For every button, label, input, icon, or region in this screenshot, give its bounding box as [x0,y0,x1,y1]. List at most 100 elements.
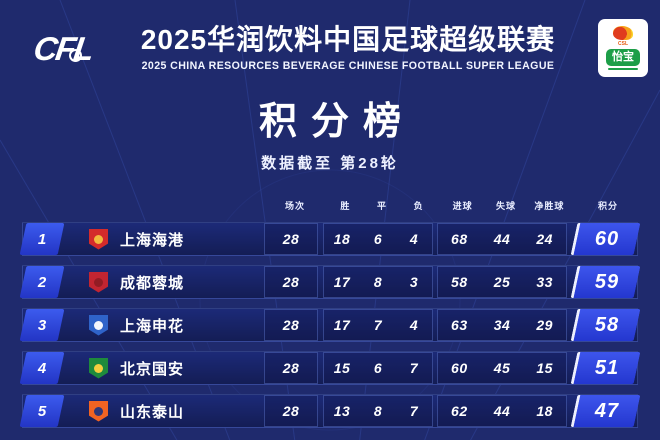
goals-for-value: 58 [451,274,468,290]
team-crest-core [94,320,103,330]
points-badge: 58 [570,309,641,341]
table-row: 4 北京国安 28 15 6 7 60 45 15 51 [19,351,641,385]
cfl-logo-text: CFL [31,29,96,67]
goals-against-value: 34 [493,317,511,333]
draw-value: 6 [373,231,383,247]
goals-for-value: 63 [451,317,468,333]
draw-value: 8 [373,274,383,290]
win-value: 17 [333,317,351,333]
played-cell: 28 [264,223,318,255]
team-crest-icon [89,271,108,293]
table-row: 2 成都蓉城 28 17 8 3 58 25 33 59 [19,265,641,299]
table-row: 1 上海海港 28 18 6 4 68 44 24 60 [19,222,641,256]
team-crest-core [94,406,103,416]
goals-for-value: 60 [451,360,468,376]
played-cell: 28 [264,266,318,298]
team-crest-core [94,234,103,244]
sponsor-logo: CSL 怡宝 [598,19,648,77]
csl-abbr-text: CSL [618,41,628,47]
rank-badge: 5 [19,395,65,427]
header-titles: 2025华润饮料中国足球超级联赛 2025 CHINA RESOURCES BE… [102,24,598,72]
wdl-cell: 13 8 7 [323,395,433,427]
goal-diff-value: 33 [536,274,553,290]
wdl-cell: 15 6 7 [323,352,433,384]
draw-value: 8 [373,403,383,419]
league-title-en: 2025 CHINA RESOURCES BEVERAGE CHINESE FO… [141,60,555,72]
col-header-goals-for: 进球 [452,201,473,211]
rank-badge: 2 [19,266,65,298]
col-header-points: 积分 [597,201,618,211]
goals-cell: 58 25 33 [437,266,567,298]
football-icon [68,48,82,62]
played-value: 28 [282,403,300,419]
win-value: 18 [333,231,351,247]
sponsor-brand-name: 怡宝 [606,49,640,66]
played-value: 28 [282,360,300,376]
team-cell: 北京国安 [71,352,264,384]
team-name: 成都蓉城 [120,274,185,292]
draw-value: 7 [373,317,383,333]
played-value: 28 [282,231,300,247]
page-title: 积分榜 [258,101,415,143]
standings-table: 场次 胜 平 负 进球 失球 净胜球 积分 1 上海海港 28 18 6 [0,199,660,428]
table-row: 3 上海申花 28 17 7 4 63 34 29 58 [19,308,641,342]
team-cell: 成都蓉城 [71,266,264,298]
header-spacer-rank [22,199,60,212]
points-badge: 51 [570,352,641,384]
goals-cell: 63 34 29 [437,309,567,341]
table-header-row: 场次 胜 平 负 进球 失球 净胜球 积分 [22,199,638,212]
col-header-goals-against: 失球 [495,201,516,211]
played-value: 28 [282,317,300,333]
team-crest-icon [89,228,108,250]
team-cell: 上海海港 [71,223,264,255]
col-header-goals-group: 进球 失球 净胜球 [441,199,571,212]
played-cell: 28 [264,395,318,427]
header: CFL 2025华润饮料中国足球超级联赛 2025 CHINA RESOURCE… [0,0,660,84]
loss-value: 7 [409,403,419,419]
goals-against-value: 44 [493,231,511,247]
col-header-loss: 负 [413,201,424,211]
win-value: 17 [333,274,351,290]
wdl-cell: 17 8 3 [323,266,433,298]
loss-value: 7 [409,360,419,376]
rank-badge: 1 [19,223,65,255]
league-title-cn: 2025华润饮料中国足球超级联赛 [140,24,556,55]
goal-diff-value: 15 [536,360,553,376]
col-header-wdl-group: 胜 平 负 [327,199,437,212]
goals-against-value: 44 [493,403,511,419]
draw-value: 6 [373,360,383,376]
points-badge: 59 [570,266,641,298]
loss-value: 3 [409,274,419,290]
rank-value: 1 [37,230,47,248]
points-value: 51 [594,356,620,379]
csl-flame-icon [613,26,633,40]
col-header-played: 场次 [284,201,305,211]
team-name: 上海海港 [120,231,185,249]
win-value: 13 [333,403,351,419]
rank-value: 5 [37,402,47,420]
cfl-league-logo: CFL [14,29,102,67]
points-badge: 60 [570,223,641,255]
points-badge: 47 [570,395,641,427]
col-header-draw: 平 [377,201,388,211]
team-crest-icon [89,314,108,336]
rank-value: 2 [37,273,47,291]
rank-value: 3 [37,316,47,334]
goals-cell: 68 44 24 [437,223,567,255]
points-value: 58 [594,313,620,336]
team-cell: 山东泰山 [71,395,264,427]
team-crest-core [94,277,103,287]
col-header-goal-diff: 净胜球 [534,201,565,211]
loss-value: 4 [409,231,419,247]
team-name: 山东泰山 [120,403,185,421]
goals-cell: 60 45 15 [437,352,567,384]
team-crest-icon [89,357,108,379]
played-cell: 28 [264,352,318,384]
wdl-cell: 17 7 4 [323,309,433,341]
played-value: 28 [282,274,300,290]
points-value: 60 [594,227,620,250]
team-name: 上海申花 [120,317,185,335]
goal-diff-value: 29 [536,317,553,333]
table-row: 5 山东泰山 28 13 8 7 62 44 18 47 [19,394,641,428]
